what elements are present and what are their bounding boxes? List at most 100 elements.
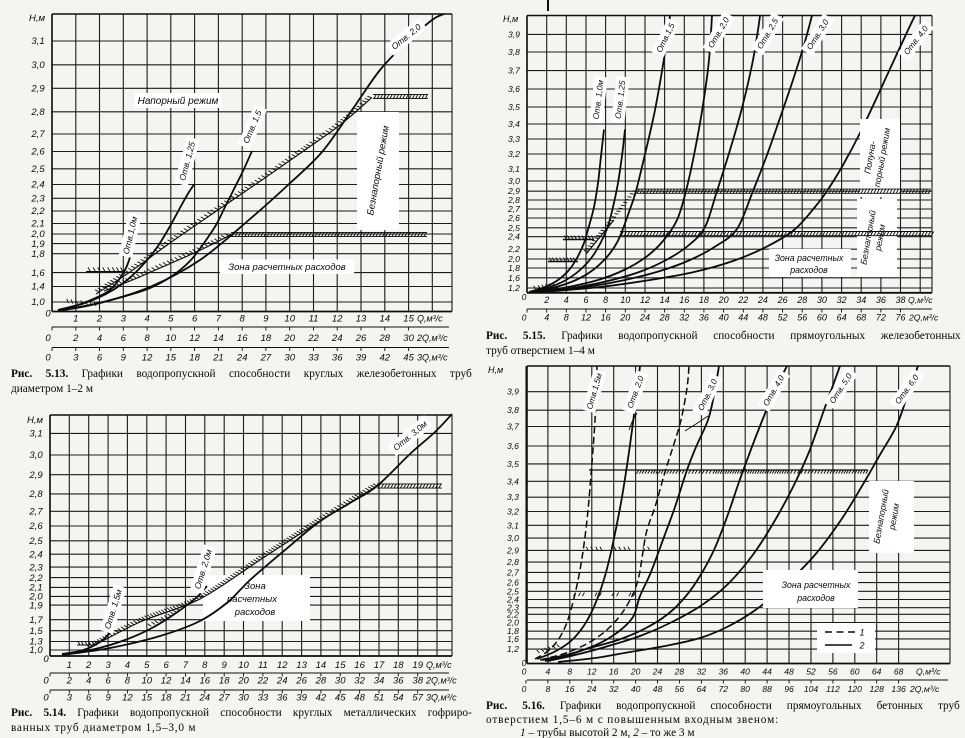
svg-text:6: 6 [97, 353, 103, 364]
svg-text:76: 76 [895, 313, 905, 323]
svg-text:Q,м³/с: Q,м³/с [916, 667, 941, 677]
svg-text:режим: режим [873, 223, 888, 252]
svg-text:7: 7 [216, 314, 222, 325]
svg-text:40: 40 [719, 313, 729, 323]
svg-text:0: 0 [522, 313, 527, 323]
svg-text:Напорный режим: Напорный режим [138, 96, 219, 107]
svg-text:расходов: расходов [796, 593, 835, 603]
svg-text:1,4: 1,4 [31, 282, 44, 293]
svg-text:120: 120 [848, 684, 863, 694]
svg-text:42: 42 [316, 693, 327, 704]
svg-text:22: 22 [307, 333, 319, 344]
svg-text:2,3: 2,3 [506, 603, 519, 613]
svg-text:28: 28 [659, 313, 670, 323]
svg-text:2Q,м³/с: 2Q,м³/с [416, 333, 448, 343]
svg-text:17: 17 [374, 660, 385, 671]
svg-text:10: 10 [238, 660, 249, 671]
svg-text:15: 15 [403, 314, 414, 325]
svg-text:2: 2 [72, 333, 79, 344]
svg-text:22: 22 [737, 295, 748, 305]
svg-text:16: 16 [601, 313, 611, 323]
svg-text:0: 0 [522, 684, 527, 694]
svg-text:2,0: 2,0 [507, 254, 520, 264]
svg-text:56: 56 [797, 313, 807, 323]
svg-text:112: 112 [826, 684, 840, 694]
svg-text:2,9: 2,9 [507, 186, 520, 196]
svg-text:52: 52 [778, 313, 788, 323]
svg-text:30: 30 [238, 693, 249, 704]
svg-text:64: 64 [872, 667, 882, 677]
svg-text:12: 12 [161, 676, 172, 687]
svg-text:96: 96 [784, 684, 794, 694]
svg-text:0: 0 [45, 309, 51, 320]
svg-text:2,0: 2,0 [28, 592, 43, 603]
svg-text:80: 80 [740, 684, 750, 694]
svg-text:48: 48 [784, 667, 794, 677]
svg-text:72: 72 [719, 684, 729, 694]
svg-text:4: 4 [125, 660, 130, 671]
svg-text:3,3: 3,3 [508, 134, 520, 144]
svg-text:18: 18 [189, 353, 200, 364]
svg-text:1,8: 1,8 [31, 249, 45, 260]
svg-text:28: 28 [315, 676, 327, 687]
svg-text:3: 3 [121, 314, 127, 325]
svg-text:2,2: 2,2 [30, 206, 45, 217]
svg-text:26: 26 [355, 333, 367, 344]
svg-text:28: 28 [379, 333, 391, 344]
svg-text:24: 24 [236, 353, 248, 364]
svg-text:20: 20 [630, 667, 641, 677]
svg-text:72: 72 [876, 313, 886, 323]
svg-text:1,0: 1,0 [31, 297, 45, 308]
svg-text:3: 3 [73, 353, 79, 364]
svg-text:14: 14 [213, 333, 224, 344]
svg-text:51: 51 [374, 693, 385, 704]
svg-text:2: 2 [96, 314, 103, 325]
svg-text:3: 3 [67, 693, 73, 704]
svg-text:2,4: 2,4 [507, 232, 520, 242]
svg-text:8: 8 [546, 684, 551, 694]
svg-text:3,5: 3,5 [507, 459, 519, 469]
svg-text:30: 30 [403, 333, 414, 344]
svg-text:68: 68 [894, 667, 904, 677]
svg-text:11: 11 [309, 314, 319, 325]
svg-text:45: 45 [335, 693, 346, 704]
svg-text:3,9: 3,9 [508, 29, 520, 39]
svg-text:14: 14 [316, 660, 327, 671]
svg-text:4: 4 [97, 333, 102, 344]
svg-text:48: 48 [354, 693, 365, 704]
svg-text:34: 34 [856, 295, 866, 305]
svg-text:104: 104 [804, 684, 819, 694]
svg-text:2,8: 2,8 [28, 489, 43, 500]
svg-text:1,2: 1,2 [508, 283, 520, 293]
svg-text:48: 48 [653, 684, 663, 694]
svg-text:24: 24 [331, 333, 343, 344]
svg-text:2Q,м³/с: 2Q,м³/с [425, 676, 457, 686]
svg-text:0: 0 [522, 658, 527, 668]
svg-text:24: 24 [757, 295, 768, 305]
svg-text:30: 30 [284, 353, 295, 364]
svg-text:1,9: 1,9 [29, 600, 43, 611]
svg-text:88: 88 [762, 684, 772, 694]
svg-text:18: 18 [261, 333, 272, 344]
svg-text:56: 56 [675, 684, 685, 694]
svg-text:36: 36 [699, 313, 709, 323]
svg-text:2,6: 2,6 [507, 213, 520, 223]
svg-text:3,0: 3,0 [508, 176, 520, 186]
svg-text:9: 9 [121, 353, 127, 364]
svg-text:16: 16 [679, 295, 689, 305]
svg-text:3,8: 3,8 [507, 405, 519, 415]
svg-text:0: 0 [45, 353, 51, 364]
svg-text:5: 5 [168, 314, 174, 325]
svg-text:3: 3 [105, 660, 111, 671]
svg-text:Н,м: Н,м [503, 14, 518, 24]
svg-text:2,2: 2,2 [28, 573, 43, 584]
svg-text:11: 11 [258, 660, 268, 671]
svg-text:52: 52 [806, 667, 816, 677]
svg-text:56: 56 [828, 667, 838, 677]
svg-text:20: 20 [619, 313, 630, 323]
svg-text:Н,м: Н,м [29, 13, 46, 24]
svg-text:3,1: 3,1 [508, 164, 520, 174]
svg-text:0: 0 [43, 676, 49, 687]
svg-text:3,1: 3,1 [31, 36, 44, 47]
svg-text:1,0: 1,0 [29, 645, 43, 656]
